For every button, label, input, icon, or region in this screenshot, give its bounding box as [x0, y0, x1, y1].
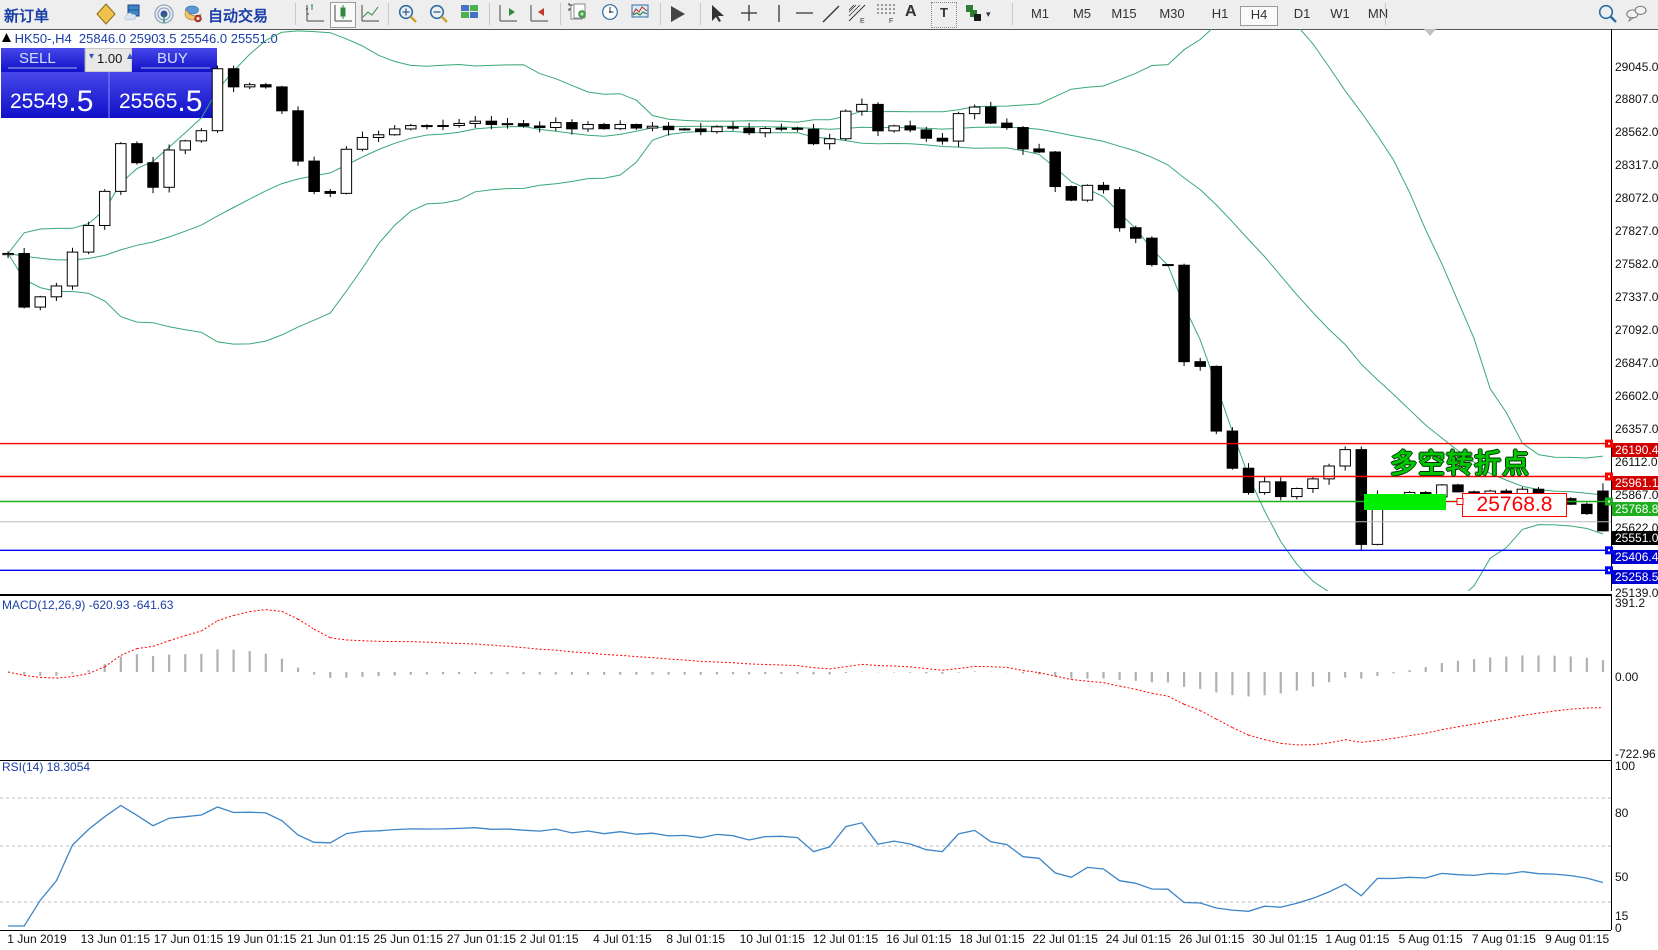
svg-text:F: F [889, 18, 893, 25]
svg-text:E: E [860, 18, 865, 25]
